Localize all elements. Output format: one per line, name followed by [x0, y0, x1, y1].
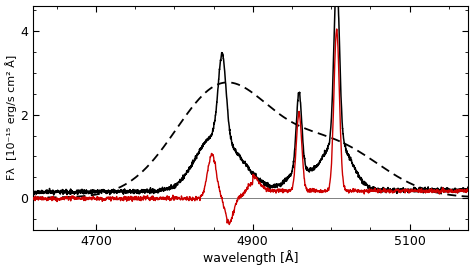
Y-axis label: Fλ  [10⁻¹⁵ erg/s cm² Å]: Fλ [10⁻¹⁵ erg/s cm² Å]: [6, 55, 18, 180]
X-axis label: wavelength [Å]: wavelength [Å]: [203, 250, 299, 265]
